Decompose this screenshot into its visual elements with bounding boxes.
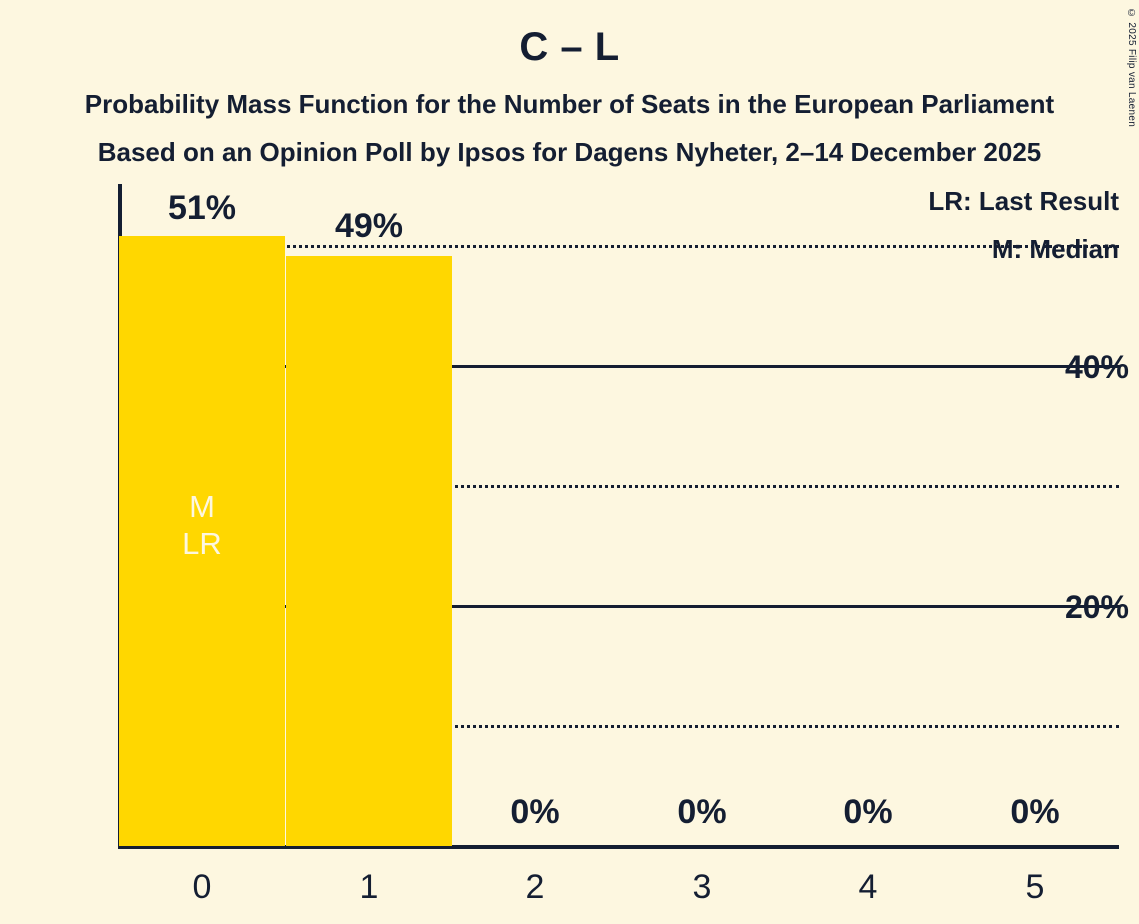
y-tick-label-20: 20% <box>1064 589 1129 625</box>
gridline-30-percent <box>118 485 1119 488</box>
gridline-20-percent <box>118 605 1119 608</box>
bar-0-median-marker: M <box>189 489 215 524</box>
x-tick-label-5: 5 <box>1025 868 1045 906</box>
bar-0-last-result-marker: LR <box>182 526 222 561</box>
x-tick-label-4: 4 <box>858 868 878 906</box>
bar-1[interactable] <box>286 256 452 846</box>
x-axis-line <box>118 845 1119 849</box>
legend-median: M: Median <box>991 234 1119 264</box>
x-tick-label-1: 1 <box>359 868 379 906</box>
gridline-10-percent <box>118 725 1119 728</box>
x-tick-label-0: 0 <box>192 868 212 906</box>
bar-0[interactable]: M LR <box>119 236 285 846</box>
gridline-40-percent <box>118 365 1119 368</box>
chart-subtitle-primary: Probability Mass Function for the Number… <box>84 89 1055 119</box>
value-label-1: 49% <box>334 207 404 245</box>
value-label-3: 0% <box>677 793 727 831</box>
value-label-4: 0% <box>843 793 893 831</box>
x-tick-label-3: 3 <box>692 868 712 906</box>
value-label-5: 0% <box>1010 793 1060 831</box>
chart-title: C – L <box>519 25 620 69</box>
plot-area <box>118 184 1119 848</box>
value-label-0: 51% <box>167 189 237 227</box>
x-tick-label-2: 2 <box>525 868 545 906</box>
legend-last-result: LR: Last Result <box>928 186 1119 216</box>
chart-subtitle-secondary: Based on an Opinion Poll by Ipsos for Da… <box>97 137 1042 167</box>
gridline-50-percent <box>118 245 1119 248</box>
copyright-notice: © 2025 Filip van Laenen <box>1126 8 1137 128</box>
y-tick-label-40: 40% <box>1064 349 1129 385</box>
value-label-2: 0% <box>510 793 560 831</box>
